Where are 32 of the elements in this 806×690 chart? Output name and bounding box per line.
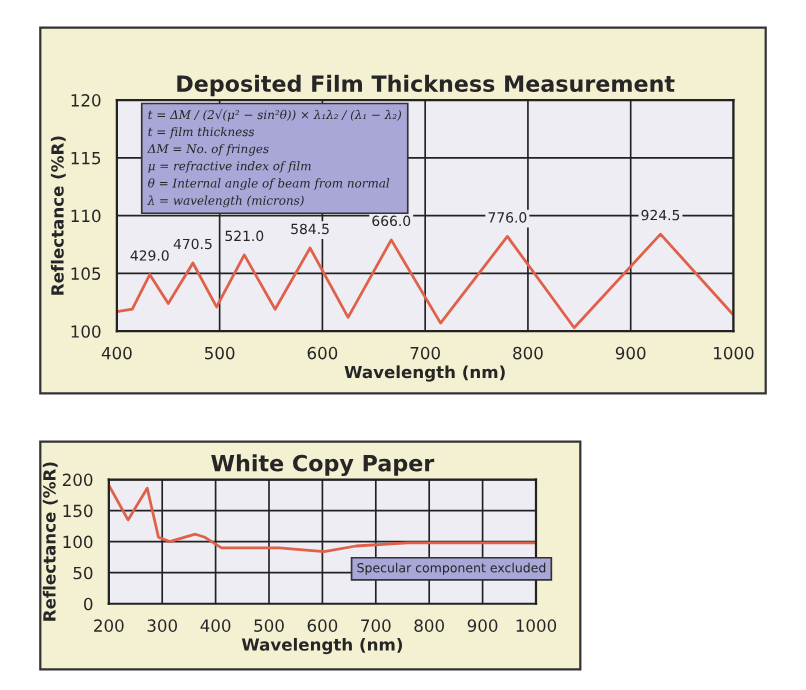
x-axis-title: Wavelength (nm) [344,365,505,382]
y-tick-label: 150 [63,504,93,518]
x-tick-label: 400 [200,619,231,632]
x-tick-label: 1000 [516,619,557,632]
x-tick-label: 600 [307,346,338,360]
x-tick-label: 1000 [714,346,754,360]
x-tick-label: 500 [254,619,284,632]
chart-title: White Copy Paper [211,454,435,477]
y-tick-label: 200 [62,473,93,487]
y-tick-label: 120 [71,94,101,107]
x-axis-title: Wavelength (nm) [241,637,403,655]
y-tick-label: 110 [71,209,101,223]
x-tick-label: 900 [615,346,646,360]
x-tick-label: 700 [410,346,440,360]
chart-title: Deposited Film Thickness Measurement [177,74,675,97]
x-tick-label: 400 [101,346,132,360]
x-tick-label: 900 [467,619,498,632]
y-tick-label: 100 [71,325,101,338]
x-tick-label: 800 [513,346,543,360]
x-tick-label: 300 [147,619,178,632]
y-axis-title: Reflectance (%R) [50,136,66,295]
x-tick-label: 500 [205,346,235,360]
x-tick-label: 800 [414,619,444,632]
y-tick-label: 50 [73,566,93,580]
x-tick-label: 700 [361,619,391,632]
y-tick-label: 100 [63,535,93,549]
y-tick-label: 0 [84,597,93,611]
x-tick-label: 600 [307,619,338,632]
y-axis-title: Reflectance (%R) [42,462,58,621]
y-tick-label: 115 [71,152,101,165]
x-tick-label: 200 [94,619,124,632]
y-tick-label: 105 [71,267,101,280]
